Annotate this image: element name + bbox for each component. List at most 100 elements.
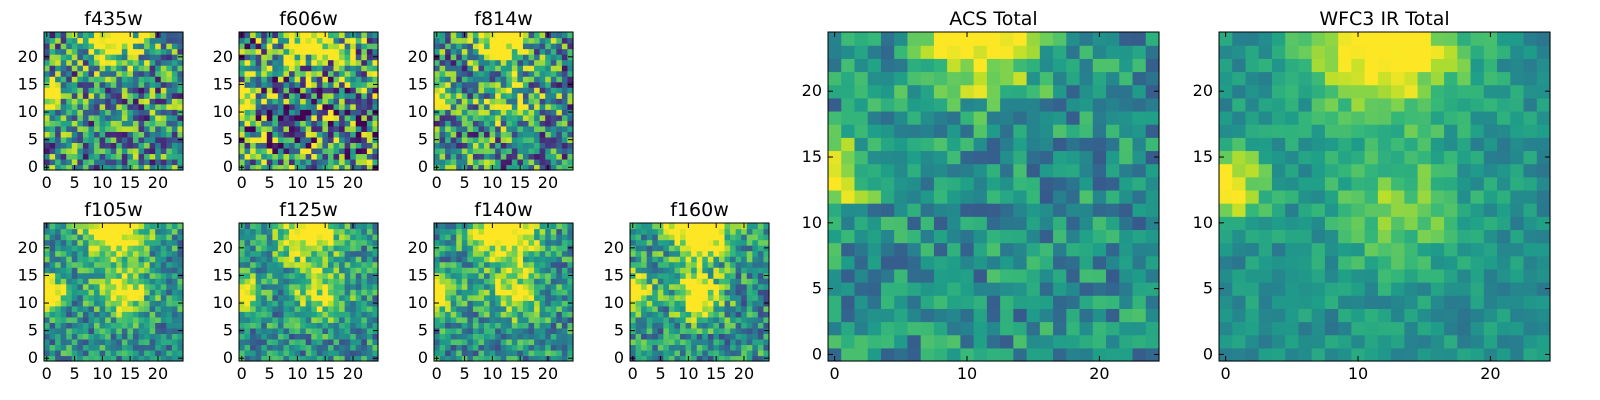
heatmap-cell xyxy=(155,294,162,301)
heatmap-cell xyxy=(294,158,301,166)
heatmap-cell xyxy=(105,294,112,301)
heatmap-cell xyxy=(550,250,557,257)
heatmap-cell xyxy=(322,103,329,110)
heatmap-cell xyxy=(316,158,323,166)
heatmap-cell xyxy=(372,338,379,346)
heatmap-cell xyxy=(522,234,530,241)
heatmap-cell xyxy=(361,81,368,88)
heatmap-cell xyxy=(567,114,574,121)
heatmap-cell xyxy=(511,294,518,301)
heatmap-cell xyxy=(652,267,659,274)
heatmap-cell xyxy=(439,43,446,50)
heatmap-cell xyxy=(60,272,67,279)
heatmap-cell xyxy=(545,250,552,257)
heatmap-cell xyxy=(66,65,73,72)
heatmap-cell xyxy=(94,250,101,257)
heatmap-cell xyxy=(261,131,268,138)
heatmap-cell xyxy=(255,109,262,116)
heatmap-cell xyxy=(960,334,975,349)
heatmap-cell xyxy=(49,294,56,301)
heatmap-cell xyxy=(355,98,362,105)
heatmap-cell xyxy=(177,223,184,230)
heatmap-cell xyxy=(646,327,653,334)
heatmap-cell xyxy=(1079,255,1094,270)
heatmap-cell xyxy=(339,43,346,50)
heatmap-cell xyxy=(244,256,251,263)
heatmap-cell xyxy=(255,70,262,77)
heatmap-cell xyxy=(60,300,67,307)
heatmap-cell xyxy=(99,131,106,138)
heatmap-cell xyxy=(300,92,307,99)
heatmap-cell xyxy=(355,344,362,351)
heatmap-cell xyxy=(55,333,62,340)
heatmap-cell xyxy=(277,87,285,94)
heatmap-cell xyxy=(539,239,546,246)
heatmap-cell xyxy=(445,70,452,77)
heatmap-cell xyxy=(741,327,748,334)
heatmap-cell xyxy=(244,92,251,99)
heatmap-cell xyxy=(511,250,518,257)
heatmap-cell xyxy=(283,305,290,312)
heatmap-cell xyxy=(696,327,703,334)
heatmap-cell xyxy=(350,54,357,61)
heatmap-cell xyxy=(735,355,742,362)
heatmap-cell xyxy=(907,176,922,191)
heatmap-cell xyxy=(445,283,452,290)
heatmap-cell xyxy=(506,239,513,246)
heatmap-cell xyxy=(517,81,524,88)
heatmap-cell xyxy=(66,289,73,296)
heatmap-cell xyxy=(372,125,379,132)
heatmap-cell xyxy=(339,136,346,143)
heatmap-cell xyxy=(132,76,140,83)
heatmap-cell xyxy=(561,32,569,39)
heatmap-cell xyxy=(132,142,140,149)
heatmap-cell xyxy=(434,228,441,235)
heatmap-cell xyxy=(450,164,457,171)
heatmap-cell xyxy=(116,70,123,77)
heatmap-cell xyxy=(495,153,502,160)
heatmap-cell xyxy=(1053,321,1067,336)
heatmap-cell xyxy=(657,316,664,323)
heatmap-cell xyxy=(478,81,485,88)
heatmap-cell xyxy=(160,120,167,127)
heatmap-cell xyxy=(166,32,173,39)
heatmap-cell xyxy=(550,125,557,132)
heatmap-cell xyxy=(55,92,62,99)
heatmap-cell xyxy=(327,355,335,362)
heatmap-cell xyxy=(495,272,502,279)
heatmap-cell xyxy=(1145,163,1160,178)
heatmap-cell xyxy=(735,223,742,230)
heatmap-cell xyxy=(266,239,273,246)
heatmap-cell xyxy=(646,267,653,274)
heatmap-cell xyxy=(652,333,659,340)
heatmap-cell xyxy=(339,120,346,127)
heatmap-cell xyxy=(545,322,552,329)
heatmap-cell xyxy=(171,147,179,155)
heatmap-cell xyxy=(132,114,140,121)
heatmap-cell xyxy=(1066,242,1081,257)
heatmap-cell xyxy=(478,109,485,116)
heatmap-cell xyxy=(239,114,246,121)
y-tick-label: 15 xyxy=(408,74,428,93)
heatmap-cell xyxy=(361,103,368,110)
heatmap-cell xyxy=(300,87,307,94)
heatmap-cell xyxy=(283,289,290,296)
heatmap-cell xyxy=(149,327,156,334)
heatmap-cell xyxy=(561,338,569,346)
heatmap-cell xyxy=(550,103,557,110)
heatmap-cell xyxy=(986,203,1001,217)
heatmap-cell xyxy=(741,239,748,246)
heatmap-cell xyxy=(724,333,731,340)
heatmap-cell xyxy=(305,278,312,285)
heatmap-cell xyxy=(138,338,145,346)
heatmap-cell xyxy=(244,283,251,290)
heatmap-cell xyxy=(60,338,67,346)
heatmap-cell xyxy=(138,344,145,351)
heatmap-cell xyxy=(49,147,56,155)
heatmap-cell xyxy=(110,32,117,39)
heatmap-cell xyxy=(127,131,134,138)
heatmap-cell xyxy=(668,267,676,274)
heatmap-cell xyxy=(244,267,251,274)
heatmap-cell xyxy=(160,267,167,274)
heatmap-cell xyxy=(149,98,156,105)
